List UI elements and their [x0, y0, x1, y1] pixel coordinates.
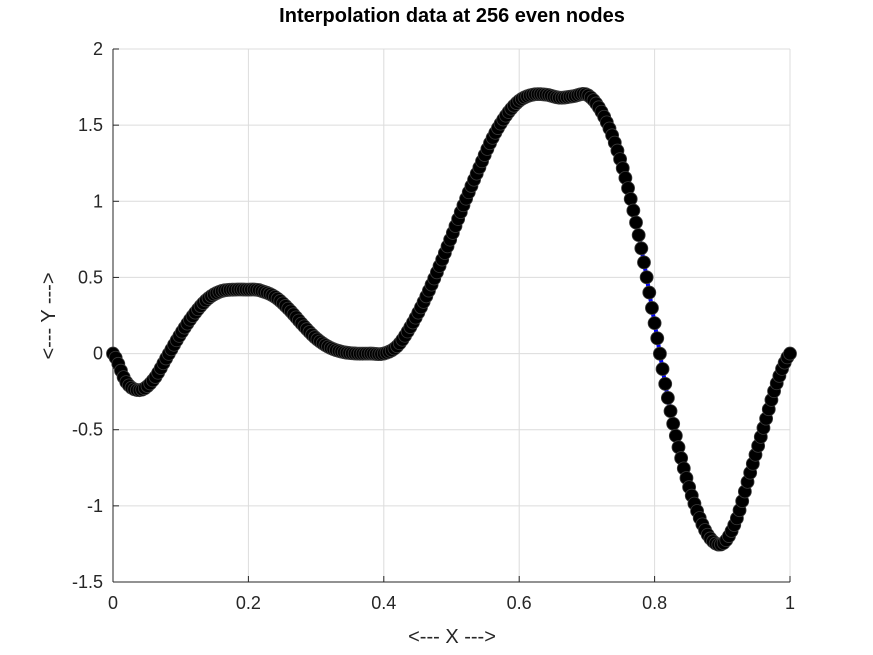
- y-tick-labels: -1.5 -1 -0.5 0 0.5 1 1.5 2: [72, 39, 103, 592]
- x-tick-label: 0.2: [236, 593, 261, 613]
- y-tick-label: -0.5: [72, 420, 103, 440]
- node-marker: [629, 215, 643, 230]
- node-marker: [783, 346, 797, 361]
- x-axis-label: <--- X --->: [408, 626, 496, 648]
- x-tick-labels: 0 0.2 0.4 0.6 0.8 1: [108, 593, 795, 613]
- node-marker: [631, 228, 646, 243]
- x-tick-label: 0.6: [507, 593, 532, 613]
- node-marker: [653, 346, 667, 361]
- node-marker: [666, 416, 681, 431]
- x-tick-label: 0.4: [371, 593, 396, 613]
- y-tick-label: -1: [87, 496, 103, 516]
- y-axis-label: <--- Y --->: [38, 272, 60, 359]
- x-tick-label: 1: [785, 593, 795, 613]
- node-marker: [658, 376, 673, 391]
- y-tick-label: 2: [93, 39, 103, 59]
- node-marker: [650, 331, 665, 346]
- node-marker: [655, 362, 670, 376]
- node-marker: [623, 192, 638, 206]
- markers: [106, 87, 797, 552]
- node-marker: [634, 241, 649, 256]
- x-tick-label: 0: [108, 593, 118, 613]
- node-marker: [637, 255, 651, 270]
- y-tick-label: 0: [93, 344, 103, 364]
- node-marker: [668, 428, 683, 443]
- y-tick-label: 1: [93, 191, 103, 211]
- x-tick-label: 0.8: [642, 593, 667, 613]
- y-tick-label: 1.5: [78, 115, 103, 135]
- y-tick-label: -1.5: [72, 572, 103, 592]
- node-marker: [663, 404, 678, 419]
- chart-title: Interpolation data at 256 even nodes: [279, 5, 625, 27]
- node-marker: [647, 316, 662, 331]
- node-marker: [639, 270, 654, 285]
- node-marker: [660, 391, 675, 405]
- node-marker: [626, 203, 641, 218]
- y-tick-label: 0.5: [78, 267, 103, 287]
- axes: [112, 48, 791, 583]
- node-marker: [642, 285, 657, 300]
- node-marker: [645, 301, 659, 315]
